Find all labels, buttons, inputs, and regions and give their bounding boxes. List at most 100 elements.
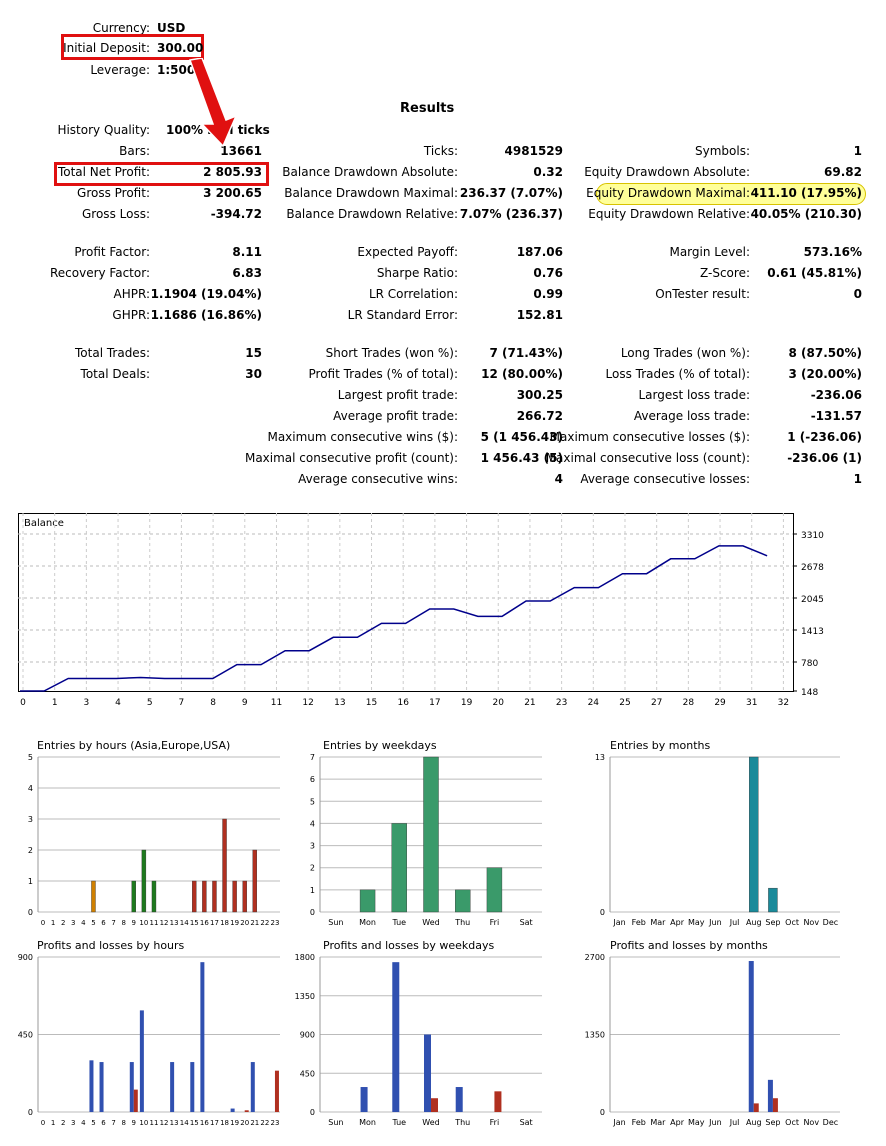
y-tick-label: 450 [18, 1031, 33, 1040]
y-tick-label: 5 [310, 797, 315, 806]
y-tick-label: 2 [28, 846, 33, 855]
x-tick-label: 27 [651, 698, 662, 708]
x-tick-label: 28 [683, 698, 695, 708]
stat-label: Balance Drawdown Absolute: [282, 165, 458, 179]
x-tick-label: 22 [260, 919, 269, 927]
balance-line [20, 545, 768, 692]
y-tick-label: 1 [310, 886, 315, 895]
profits-losses-by-weekdays-chart: Profits and losses by weekdays 1800 1350 90… [295, 939, 542, 1127]
x-tick-label: Jun [708, 1118, 722, 1127]
x-tick-label: 10 [139, 1119, 148, 1127]
bar [392, 962, 400, 1112]
chart-title: Profits and losses by months [610, 939, 768, 952]
chart-title: Entries by months [610, 739, 710, 752]
x-tick-label: 15 [190, 919, 199, 927]
x-tick-label: Aug [746, 918, 762, 927]
deposit-label: Initial Deposit: [63, 41, 150, 55]
x-tick-label: 32 [778, 698, 789, 708]
stat-value: 0.99 [533, 287, 563, 301]
y-tick-label: 4 [28, 784, 33, 793]
stat-value: 8 (87.50%) [788, 346, 862, 360]
stat-value: -131.57 [810, 409, 862, 423]
x-tick-label: 0 [41, 1119, 45, 1127]
y-tick-label: 900 [18, 953, 33, 962]
x-tick-label: 16 [200, 1119, 209, 1127]
entries-by-weekdays-chart: Entries by weekdays 7 6 5 4 3 2 1 0 Sun Mon Tue Wed T… [310, 739, 542, 927]
stat-label: Loss Trades (% of total): [605, 367, 751, 381]
y-tick-label: 3 [310, 842, 315, 851]
stat-value: 300.25 [516, 388, 563, 402]
x-tick-label: 23 [270, 1119, 279, 1127]
bar [753, 1103, 759, 1112]
x-tick-label: 7 [111, 919, 115, 927]
x-tick-label: 24 [588, 698, 600, 708]
stat-value: 0.32 [533, 165, 563, 179]
x-tick-label: 5 [91, 1119, 95, 1127]
currency-value: USD [157, 21, 186, 35]
bar [242, 880, 247, 913]
x-tick-label: 29 [714, 698, 726, 708]
x-tick-label: 19 [230, 919, 239, 927]
stat-label: Average profit trade: [333, 409, 458, 423]
y-tick-label: 4 [310, 819, 315, 828]
x-tick-label: Dec [823, 1118, 838, 1127]
net-profit-highlight-box [54, 162, 269, 186]
x-tick-label: Apr [670, 918, 685, 927]
bar [89, 1060, 94, 1112]
stat-label: Equity Drawdown Maximal: [586, 186, 750, 200]
bar [486, 867, 503, 913]
x-tick-label: Jul [729, 1118, 740, 1127]
y-tick-label: 0 [310, 908, 315, 917]
stat-value: 0.61 (45.81%) [767, 266, 862, 280]
x-tick-label: 16 [200, 919, 209, 927]
bar [768, 887, 778, 913]
stat-value: 1 (-236.06) [787, 430, 862, 444]
x-tick-label: 5 [91, 919, 95, 927]
bar [772, 1098, 778, 1112]
stat-value: 266.72 [516, 409, 563, 423]
stat-label: Sharpe Ratio: [376, 266, 458, 280]
x-tick-label: 25 [619, 698, 630, 708]
x-tick-label: 5 [147, 698, 153, 708]
x-tick-label: 2 [61, 1119, 65, 1127]
x-tick-label: Nov [803, 1118, 819, 1127]
stat-value: 7 (71.43%) [489, 346, 563, 360]
x-tick-label: 9 [132, 1119, 136, 1127]
x-tick-label: 21 [524, 698, 535, 708]
y-tick-label: 0 [600, 908, 605, 917]
deposit-value: 300.00 [157, 41, 204, 55]
x-tick-label: 8 [121, 919, 125, 927]
bar [431, 1098, 438, 1112]
bar [455, 889, 471, 913]
bar [99, 1062, 104, 1112]
stat-value: 0 [853, 287, 862, 301]
stat-label: Maximum consecutive wins ($): [267, 430, 458, 444]
stat-label: Total Trades: [75, 346, 150, 360]
y-tick-label: 900 [300, 1031, 315, 1040]
bar [494, 1091, 502, 1112]
stat-label: Average consecutive losses: [580, 472, 750, 486]
stat-value: 40.05% (210.30) [750, 207, 862, 221]
x-tick-label: 7 [111, 1119, 115, 1127]
stat-value: 13661 [220, 144, 262, 158]
x-tick-label: 20 [240, 919, 249, 927]
x-tick-label: Jan [612, 918, 625, 927]
x-tick-label: Sun [328, 918, 343, 927]
stat-label: Equity Drawdown Relative: [588, 207, 750, 221]
y-tick-label: 1350 [295, 992, 315, 1001]
stat-label: Profit Trades (% of total): [308, 367, 458, 381]
x-tick-label: 1 [51, 1119, 55, 1127]
stat-label: LR Standard Error: [347, 308, 458, 322]
leverage-value: 1:500 [157, 63, 196, 77]
stat-value: 5 (1 456.43) [480, 430, 563, 444]
bar [212, 880, 217, 913]
y-tick-label: 13 [595, 753, 605, 762]
x-tick-label: 1 [51, 919, 55, 927]
x-tick-label: Fri [490, 918, 500, 927]
bar [192, 880, 197, 913]
stat-value: -236.06 (1) [787, 451, 862, 465]
x-tick-label: 11 [271, 698, 282, 708]
stat-label: Average consecutive wins: [298, 472, 458, 486]
